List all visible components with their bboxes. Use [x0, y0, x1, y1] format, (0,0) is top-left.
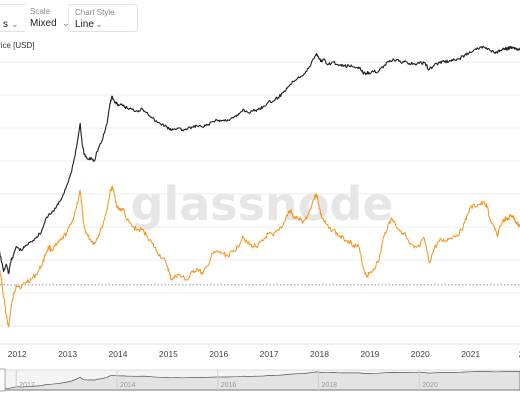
- overview-tick-label: 2014: [120, 382, 136, 389]
- chart-style-dropdown-value: Line: [75, 19, 94, 30]
- overview-tick-label: 2012: [19, 382, 35, 389]
- chevron-down-icon: ⌄: [11, 19, 19, 29]
- x-tick-label: 2: [519, 349, 520, 359]
- chart-style-dropdown[interactable]: Chart Style Line ⌄: [68, 4, 138, 32]
- overview-left-handle: [0, 368, 6, 392]
- x-tick-label: 2020: [411, 349, 430, 359]
- overview-tick-label: 2018: [321, 382, 337, 389]
- chart-svg[interactable]: glassnode rice [USD] 2012 2013 2014 2015 201…: [0, 34, 520, 400]
- overview-area: [0, 371, 520, 391]
- scale-dropdown[interactable]: Scale Mixed ⌄: [24, 4, 70, 32]
- overview-tick-label: 2016: [221, 382, 237, 389]
- chevron-down-icon: ⌄: [62, 18, 70, 28]
- x-tick-label: 2016: [209, 349, 228, 359]
- chevron-down-icon: ⌄: [95, 19, 103, 29]
- range-overview: 2012 2014 2016 2018 2020: [0, 368, 520, 392]
- overview-tick-label: 2020: [422, 382, 438, 389]
- x-tick-label: 2014: [109, 349, 128, 359]
- indicator-series-line: [0, 185, 520, 328]
- legend: rice [USD]: [0, 41, 34, 50]
- watermark: glassnode: [131, 177, 394, 231]
- x-tick-label: 2015: [159, 349, 178, 359]
- series-layer: [0, 45, 520, 328]
- chart-toolbar: s ⌄ Scale Mixed ⌄ Chart Style Line ⌄: [0, 0, 520, 34]
- price-series-line: [0, 45, 520, 274]
- scale-dropdown-value: Mixed: [30, 18, 57, 29]
- x-axis: 2012 2013 2014 2015 2016 2017 2018 2019 2020 2021…: [8, 349, 520, 359]
- x-tick-label: 2013: [58, 349, 77, 359]
- chart-area[interactable]: glassnode rice [USD] 2012 2013 2014 2015 201…: [0, 34, 520, 400]
- x-tick-label: 2012: [8, 349, 27, 359]
- x-tick-label: 2019: [360, 349, 379, 359]
- grid-layer: [0, 61, 520, 345]
- resolution-dropdown-value: s: [3, 19, 8, 30]
- scale-dropdown-label: Scale: [30, 7, 51, 16]
- x-tick-label: 2018: [310, 349, 329, 359]
- chart-style-dropdown-label: Chart Style: [75, 8, 115, 17]
- legend-label: rice [USD]: [0, 41, 34, 50]
- x-tick-label: 2021: [461, 349, 480, 359]
- x-tick-label: 2017: [260, 349, 279, 359]
